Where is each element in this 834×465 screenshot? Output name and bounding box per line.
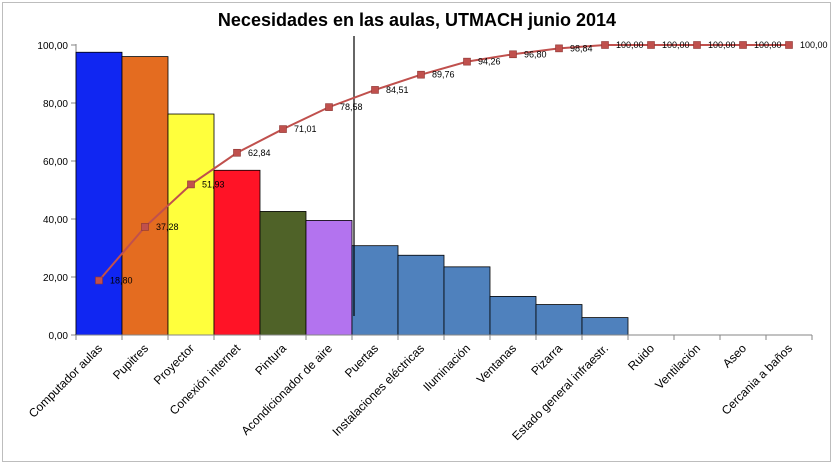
y-tick-label: 100,00 [37, 41, 68, 52]
bar [535, 304, 583, 336]
data-label: 94,26 [478, 57, 501, 67]
y-tick-label: 80,00 [43, 99, 68, 110]
line-marker [417, 70, 425, 79]
data-label: 100,00 [800, 40, 828, 50]
x-tick-label: Pupitres [110, 341, 151, 382]
x-tick-label: Instalaciones eléctricas [329, 341, 427, 439]
line-marker [187, 180, 195, 189]
x-tick-label: Ventilación [652, 341, 703, 392]
data-label: 78,58 [340, 102, 363, 112]
data-label: 18,80 [110, 275, 133, 285]
line-marker [463, 57, 471, 66]
line-marker [371, 86, 379, 94]
data-label: 96,80 [524, 49, 547, 59]
data-label: 100,00 [616, 40, 644, 50]
bar [121, 56, 169, 336]
y-tick-label: 20,00 [43, 273, 68, 284]
line-marker [601, 41, 609, 49]
data-label: 100,00 [662, 40, 690, 50]
chart-title: Necesidades en las aulas, UTMACH junio 2… [217, 10, 617, 30]
x-tick-label: Computador aulas [26, 341, 105, 420]
y-axis: 0,00 20,00 40,00 60,00 80,00 100,00 [37, 41, 77, 342]
line-marker [647, 41, 655, 49]
x-tick-label: Estado general infraestr. [509, 341, 611, 443]
x-tick-label: Puertas [342, 341, 381, 380]
line-marker [95, 276, 103, 285]
y-tick-label: 60,00 [43, 157, 68, 168]
x-tick-label: Acondicionador de aire [238, 341, 335, 438]
y-tick-label: 40,00 [43, 215, 68, 226]
bar [489, 296, 537, 336]
data-label: 37,28 [156, 222, 179, 232]
bar [351, 245, 399, 336]
x-tick-label: Pizarra [528, 341, 565, 378]
x-tick-label: Aseo [720, 341, 749, 370]
bar [167, 113, 215, 336]
x-tick-label: Pintura [252, 341, 289, 378]
data-label: 62,84 [248, 148, 271, 158]
bar [305, 220, 353, 336]
bar [581, 317, 629, 336]
cumulative-line [98, 44, 789, 282]
line-marker [693, 41, 701, 49]
data-label: 98,84 [570, 43, 593, 53]
bar [443, 266, 491, 336]
line-marker [785, 41, 793, 49]
bar [75, 51, 123, 336]
data-label: 71,01 [294, 124, 317, 134]
y-tick-label: 0,00 [49, 331, 69, 342]
bars-series [75, 51, 629, 336]
data-label: 84,51 [386, 85, 409, 95]
x-tick-label: Proyector [151, 341, 197, 387]
line-marker [555, 44, 563, 53]
line-marker [233, 148, 241, 157]
data-label: 100,00 [754, 40, 782, 50]
data-label: 100,00 [708, 40, 736, 50]
line-marker [141, 223, 149, 231]
x-axis: Computador aulas Pupitres ProyectorConexió… [26, 334, 813, 443]
data-label: 51,93 [202, 179, 225, 189]
line-marker [509, 50, 517, 59]
x-tick-label: Ruido [625, 341, 657, 373]
bar [259, 211, 307, 336]
line-marker [739, 41, 747, 49]
x-tick-label: Iluminación [420, 341, 473, 394]
data-label: 89,76 [432, 70, 455, 80]
line-marker [325, 103, 333, 111]
line-marker [279, 125, 287, 133]
x-tick-label: Ventanas [474, 341, 519, 386]
cumulative-line-series: 18,80 37,28 51,93 62,84 71,01 78,58 84,51 89,76… [95, 40, 828, 285]
bar [213, 169, 261, 336]
bar [397, 254, 445, 336]
